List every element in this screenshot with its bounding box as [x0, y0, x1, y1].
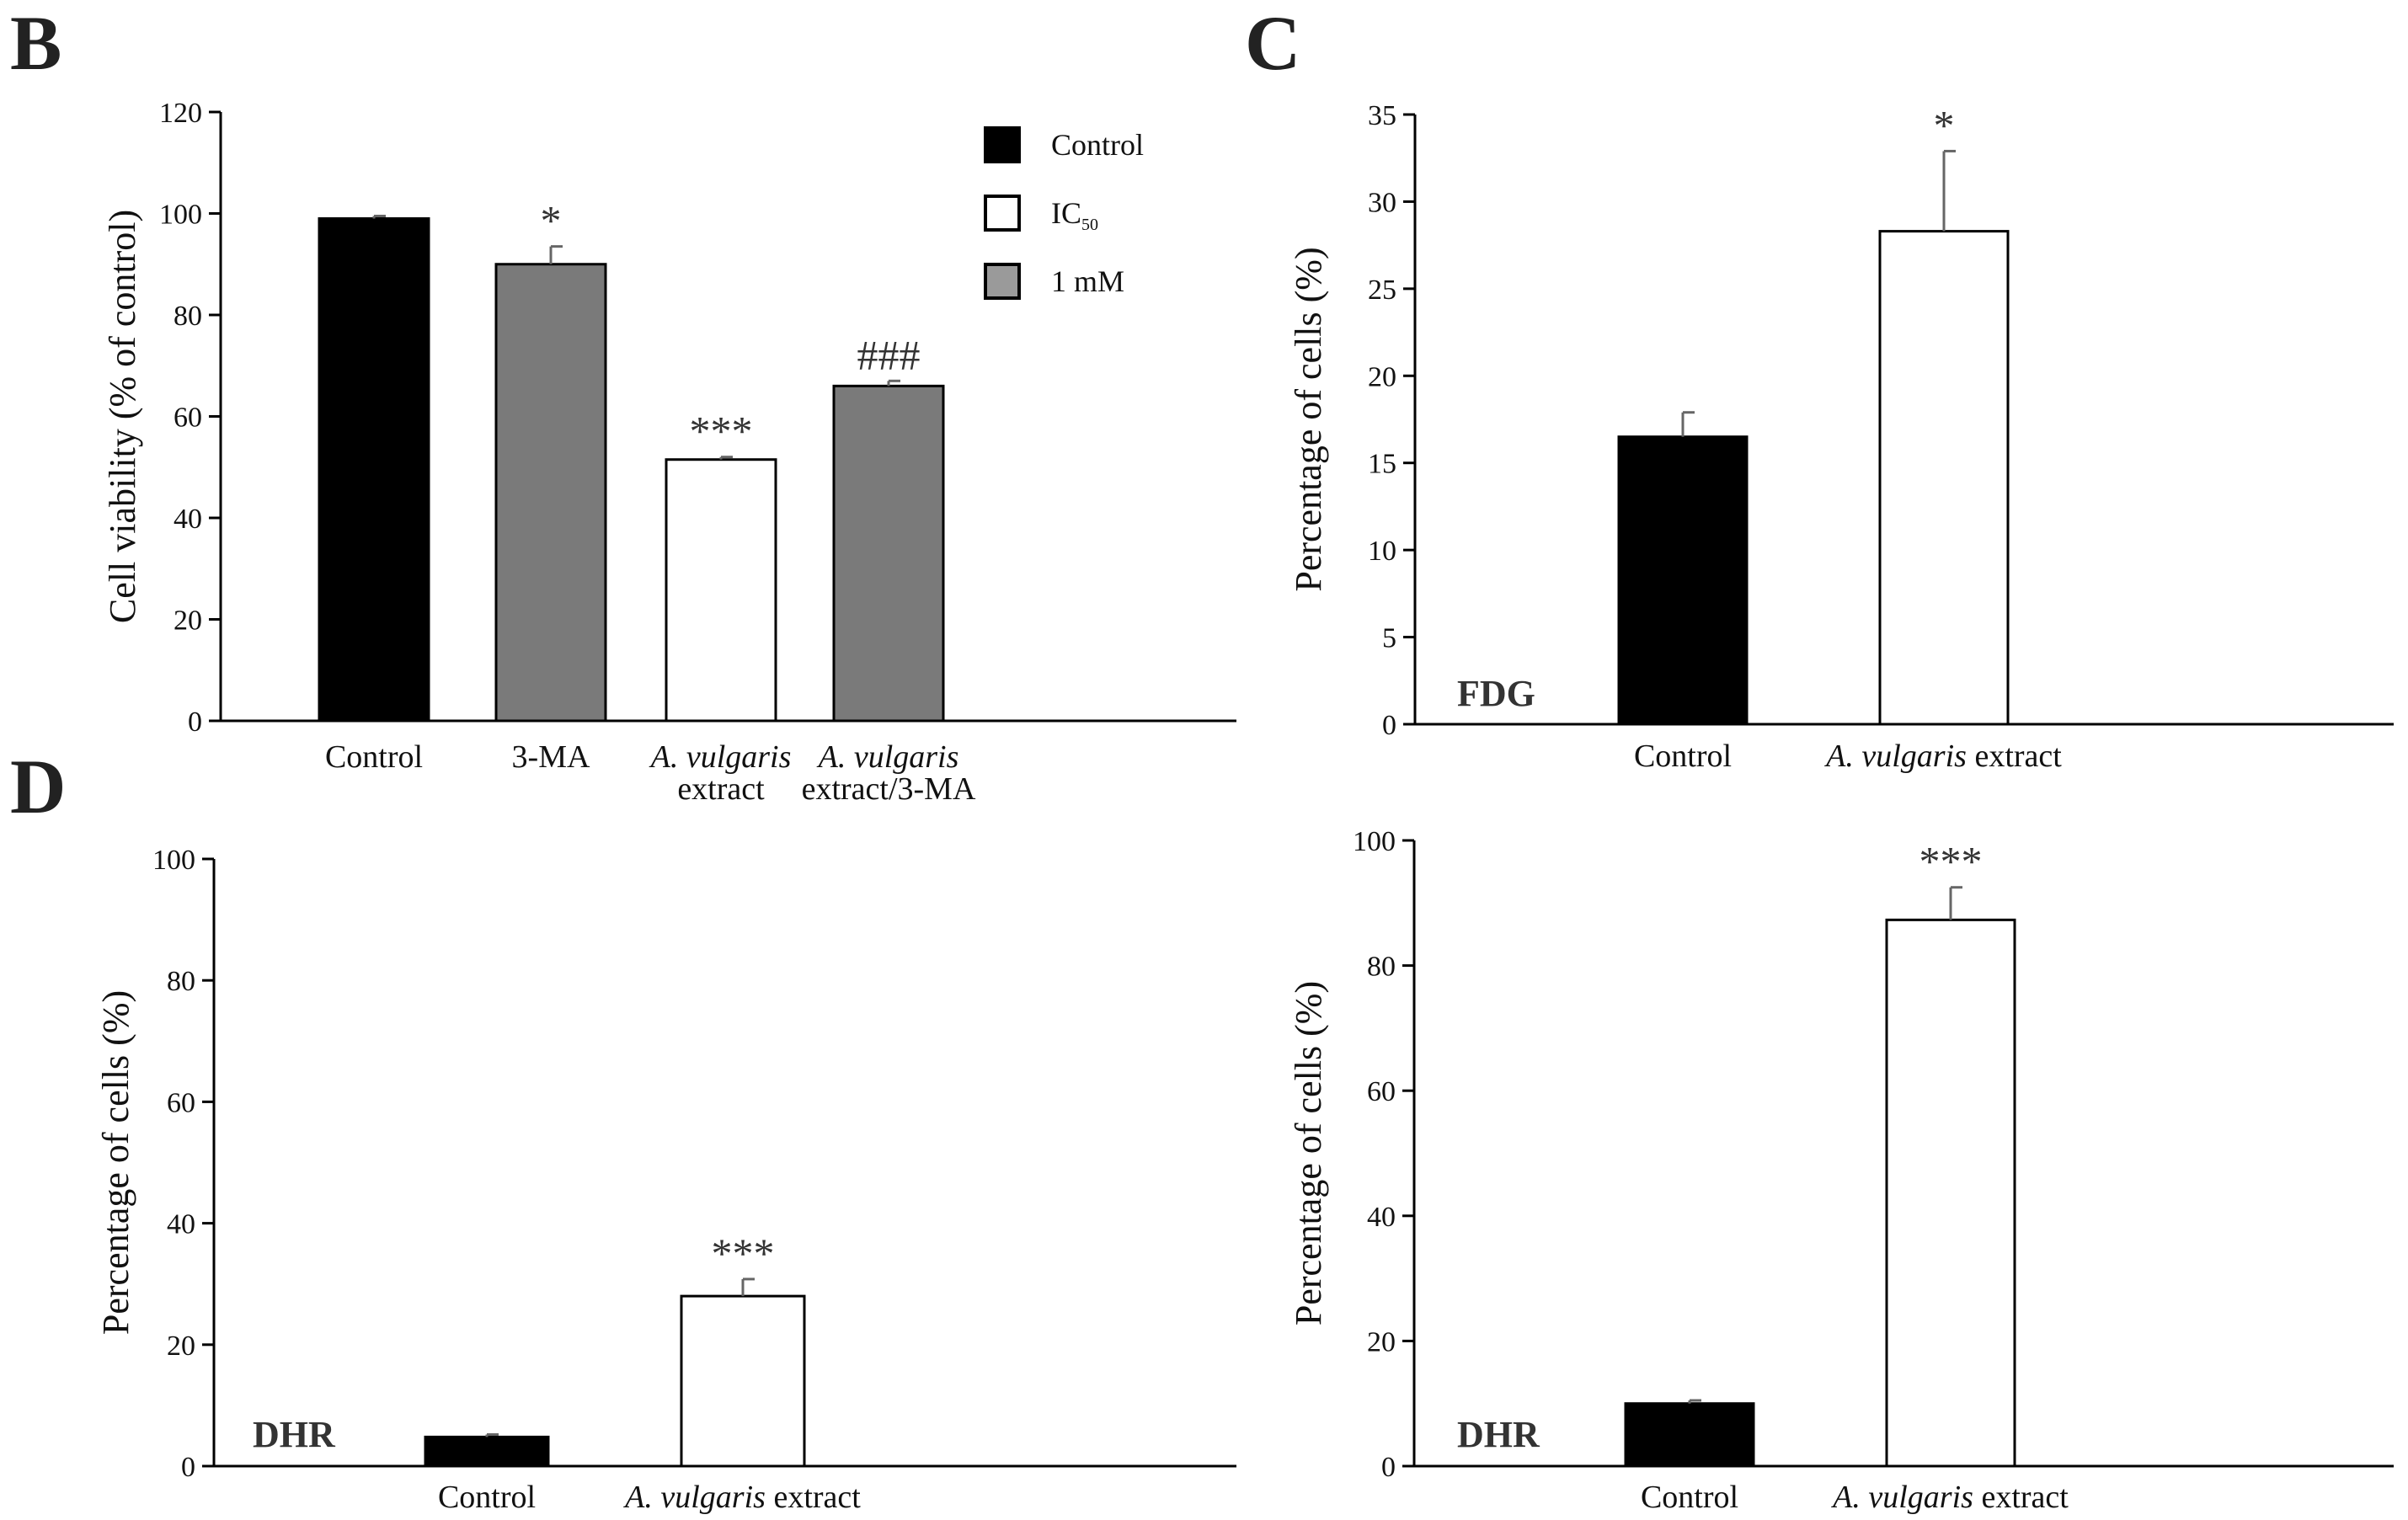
category-label-part: Control: [438, 1480, 536, 1515]
y-tick-label: 40: [1367, 1202, 1396, 1233]
chart-panel-b: 0 20 40 60 80 100 120 Cell viability (% of cont…: [102, 98, 1236, 807]
bar: [1617, 435, 1749, 726]
bar: [1885, 918, 2016, 1468]
y-tick-label: 0: [188, 707, 202, 738]
y-tick-label: 80: [167, 966, 195, 997]
significance-label: ***: [690, 408, 753, 455]
chart-panel-c: 0 5 10 15 20 25 30 35 Percentage of cells (%) Con…: [1288, 100, 2394, 774]
category-label: A. vulgaris extract: [1830, 1480, 2069, 1515]
category-label-part: extract: [1973, 1480, 2069, 1515]
y-tick-label: 15: [1368, 449, 1396, 480]
bar: [680, 1294, 806, 1468]
y-tick-label: 30: [1368, 187, 1396, 218]
legend-label-text: 1 mM: [1051, 264, 1124, 298]
panel-letter-d: D: [10, 744, 66, 829]
y-tick-label: 20: [1367, 1326, 1396, 1357]
panel-letter-b: B: [10, 0, 61, 86]
y-tick-label: 20: [167, 1331, 195, 1362]
y-tick-label: 0: [1382, 710, 1396, 741]
bar: [318, 217, 430, 723]
significance-label: *: [541, 197, 562, 244]
category-label-part: extract/3-MA: [802, 771, 976, 807]
category-label-part: extract: [677, 771, 765, 807]
legend-label-text: Control: [1051, 128, 1144, 162]
legend-label: 1 mM: [1051, 264, 1124, 298]
category-label-part: A. vulgaris: [816, 739, 959, 775]
category-label-part: A. vulgaris: [1830, 1480, 1973, 1515]
y-axis-label: Cell viability (% of control): [102, 210, 143, 623]
category-label-part: extract: [766, 1480, 861, 1515]
category-label: Control: [438, 1480, 536, 1515]
y-tick-label: 60: [167, 1087, 195, 1118]
legend-swatch: [984, 126, 1021, 163]
category-label-part: 3-MA: [512, 739, 590, 775]
assay-label: FDG: [1457, 673, 1535, 714]
y-tick-label: 20: [174, 605, 202, 637]
y-tick-label: 0: [1381, 1452, 1396, 1483]
y-tick-label: 0: [181, 1452, 195, 1483]
bar: [665, 458, 777, 723]
chart-panel-d-left: 0 20 40 60 80 100 Percentage of cells (%) Contr…: [95, 845, 1236, 1515]
category-label: extract/3-MA: [802, 771, 976, 807]
category-label-part: Control: [1641, 1480, 1738, 1515]
bar: [1878, 230, 2010, 726]
significance-label: ***: [712, 1229, 775, 1277]
assay-label: DHR: [1457, 1414, 1540, 1455]
y-tick-label: 60: [174, 403, 202, 434]
y-tick-label: 100: [159, 200, 202, 231]
category-label-part: A. vulgaris: [622, 1480, 766, 1515]
category-label: extract: [677, 771, 765, 807]
legend-label: IC50: [1051, 196, 1098, 234]
y-tick-label: 40: [174, 504, 202, 535]
assay-label: DHR: [253, 1414, 336, 1455]
significance-label: ###: [857, 331, 921, 378]
y-tick-label: 20: [1368, 361, 1396, 392]
category-label-part: extract: [1967, 739, 2062, 774]
y-tick-label: 10: [1368, 536, 1396, 567]
chart-panel-d-right: 0 20 40 60 80 100 Percentage of cells (%) Contr…: [1288, 826, 2394, 1515]
bar: [832, 384, 945, 723]
category-label-part: A. vulgaris: [1823, 739, 1967, 774]
bar: [424, 1435, 550, 1468]
legend-label-text: IC: [1051, 196, 1081, 230]
category-label: Control: [325, 739, 423, 775]
y-tick-label: 80: [1367, 952, 1396, 983]
category-label: A. vulgaris extract: [622, 1480, 861, 1515]
y-tick-label: 100: [1353, 826, 1396, 857]
y-axis-label: Percentage of cells (%): [1288, 247, 1329, 591]
legend-label-subscript: 50: [1081, 216, 1098, 234]
y-tick-label: 25: [1368, 275, 1396, 306]
significance-label: ***: [1919, 838, 1983, 885]
category-label: A. vulgaris: [816, 739, 959, 775]
category-label: A. vulgaris: [649, 739, 792, 775]
panel-letter-c: C: [1245, 0, 1300, 86]
y-tick-label: 60: [1367, 1076, 1396, 1107]
y-tick-label: 120: [159, 98, 202, 129]
y-tick-label: 100: [152, 845, 195, 876]
category-label: Control: [1641, 1480, 1738, 1515]
y-tick-label: 40: [167, 1209, 195, 1240]
category-label-part: Control: [1634, 739, 1732, 774]
y-axis-label: Percentage of cells (%): [95, 990, 136, 1335]
legend-swatch: [984, 195, 1021, 232]
y-tick-label: 35: [1368, 100, 1396, 131]
category-label: Control: [1634, 739, 1732, 774]
category-label-part: Control: [325, 739, 423, 775]
y-tick-label: 5: [1382, 623, 1396, 654]
category-label-part: A. vulgaris: [649, 739, 792, 775]
category-label: A. vulgaris extract: [1823, 739, 2062, 774]
bar: [494, 263, 607, 723]
category-label: 3-MA: [512, 739, 590, 775]
y-tick-label: 80: [174, 301, 202, 332]
y-axis-label: Percentage of cells (%): [1288, 981, 1329, 1325]
significance-label: *: [1934, 101, 1955, 148]
bar: [1624, 1402, 1755, 1468]
legend-label: Control: [1051, 128, 1144, 162]
legend-swatch: [984, 263, 1021, 300]
